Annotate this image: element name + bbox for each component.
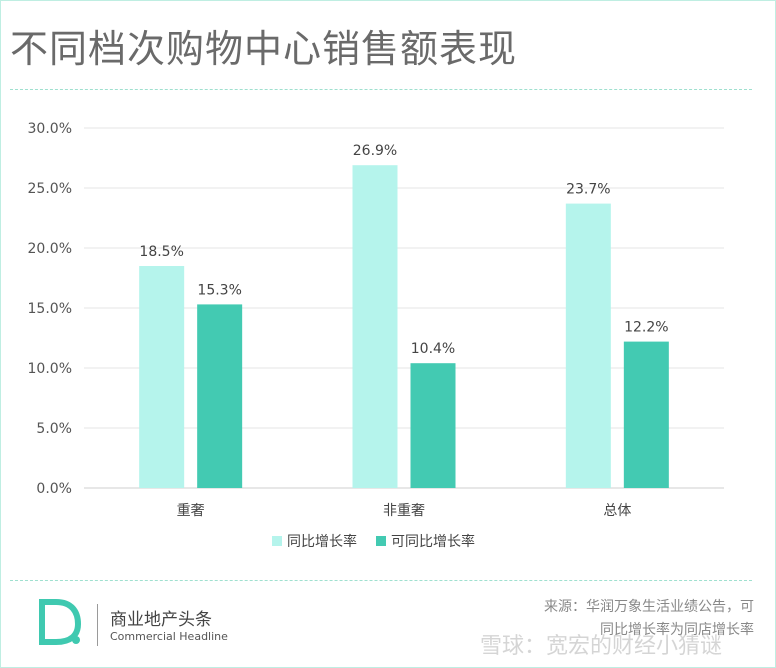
data-label: 10.4% xyxy=(411,341,455,357)
x-tick-label: 重奢 xyxy=(177,503,205,519)
bar xyxy=(197,304,243,488)
legend-label: 可同比增长率 xyxy=(391,533,475,550)
x-tick-label: 非重奢 xyxy=(383,503,425,519)
y-tick-label: 0.0% xyxy=(36,481,72,497)
data-label: 12.2% xyxy=(624,320,668,336)
y-tick-label: 15.0% xyxy=(28,301,72,317)
data-label: 26.9% xyxy=(353,143,397,159)
bar-chart: 0.0% 5.0% 10.0% 15.0% 20.0% 25.0% 30.0% 18.5% 15… xyxy=(28,121,724,550)
y-tick-label: 5.0% xyxy=(36,421,72,437)
data-label: 18.5% xyxy=(139,244,183,260)
data-label: 15.3% xyxy=(197,282,241,298)
legend-swatch xyxy=(272,536,282,546)
brand-logo-icon xyxy=(39,599,82,645)
y-tick-label: 25.0% xyxy=(28,181,72,197)
data-label: 23.7% xyxy=(566,182,610,198)
footer-divider xyxy=(10,580,752,581)
watermark: 雪球：宽宏的财经小猜谜 xyxy=(480,634,723,659)
legend-swatch xyxy=(376,536,386,546)
source-line-1: 来源：华润万象生活业绩公告，可 xyxy=(544,599,754,615)
y-tick-label: 10.0% xyxy=(28,361,72,377)
bar xyxy=(410,363,456,488)
bar xyxy=(623,341,669,488)
legend-label: 同比增长率 xyxy=(287,533,357,550)
x-tick-label: 总体 xyxy=(603,503,631,519)
bar xyxy=(565,203,611,488)
logo-divider xyxy=(97,604,98,646)
title-divider xyxy=(10,89,752,90)
brand-name-cn: 商业地产头条 xyxy=(110,610,212,630)
bar xyxy=(139,266,185,488)
chart-title: 不同档次购物中心销售额表现 xyxy=(10,27,518,71)
y-tick-label: 30.0% xyxy=(28,121,72,137)
y-tick-label: 20.0% xyxy=(28,241,72,257)
brand-name-en: Commercial Headline xyxy=(110,630,228,643)
source-note: 来源：华润万象生活业绩公告，可 同比增长率为同店增长率 xyxy=(414,596,754,642)
source-line-2: 同比增长率为同店增长率 xyxy=(600,622,754,638)
bar xyxy=(352,165,398,488)
